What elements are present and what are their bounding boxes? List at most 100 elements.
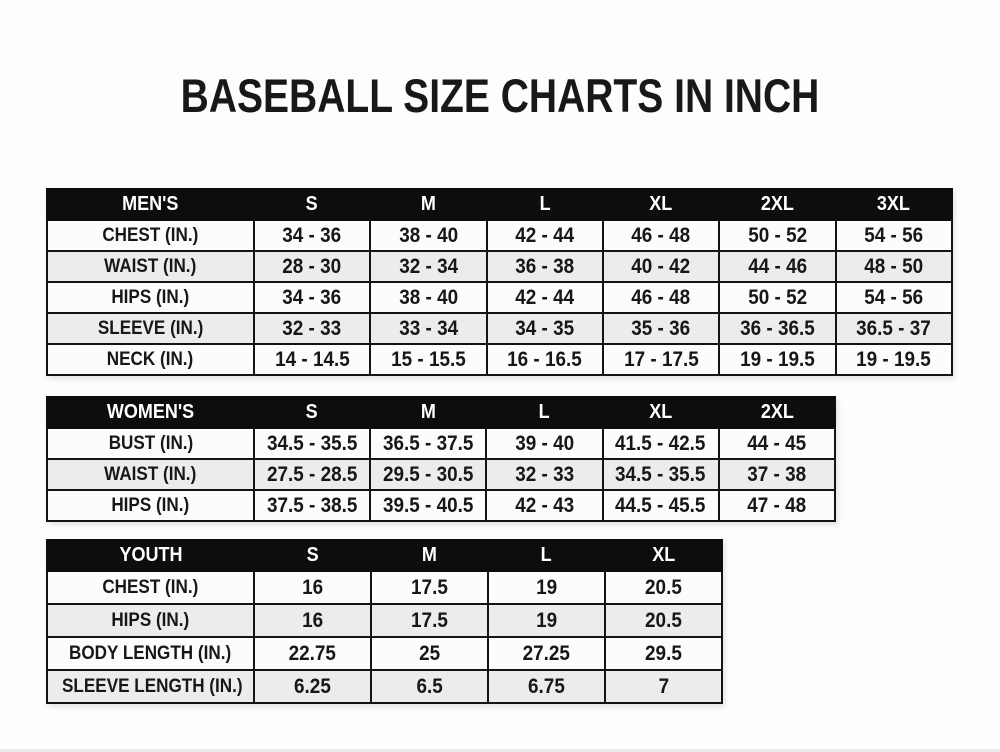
womens-section-label: WOMEN'S (46, 396, 255, 429)
size-value-cell: 19 (487, 603, 606, 638)
header-text: WOMEN'S (106, 401, 195, 423)
size-value-text: 34 - 36 (282, 285, 342, 309)
size-value-text: 38 - 40 (399, 285, 458, 309)
row-label: SLEEVE (IN.) (46, 312, 255, 345)
size-value-text: 25 (418, 641, 441, 665)
size-value-cell: 32 - 34 (369, 250, 488, 283)
size-value-text: 19 (535, 608, 558, 632)
size-value-cell: 48 - 50 (834, 250, 954, 283)
size-value-text: 42 - 44 (515, 223, 575, 247)
youth-measure-row: SLEEVE LENGTH (IN.) 6.25 6.5 6.75 7 (46, 669, 723, 704)
youth-size-table: YOUTH S M L XL CHEST (IN.) 16 17.5 19 20.5 HIPS (I… (46, 539, 723, 704)
size-value-text: 54 - 56 (864, 285, 924, 309)
row-label: HIPS (IN.) (46, 281, 255, 314)
youth-section-label: YOUTH (46, 539, 255, 572)
row-label: SLEEVE LENGTH (IN.) (46, 669, 255, 704)
youth-size-column-header: M (370, 539, 489, 572)
size-value-cell: 41.5 - 42.5 (601, 427, 720, 460)
size-value-text: 46 - 48 (631, 285, 691, 309)
size-value-cell: 29.5 - 30.5 (369, 458, 488, 491)
size-value-cell: 42 - 44 (485, 281, 604, 314)
size-value-text: 40 - 42 (631, 254, 691, 278)
size-value-text: 17.5 (411, 608, 448, 632)
size-value-text: 42 - 43 (515, 493, 574, 517)
mens-size-column-header: S (252, 188, 372, 221)
size-value-cell: 32 - 33 (485, 458, 604, 491)
page-title: BASEBALL SIZE CHARTS IN INCH (180, 69, 820, 122)
row-label-text: HIPS (IN.) (111, 609, 190, 631)
row-label-text: WAIST (IN.) (104, 255, 197, 277)
mens-size-column-header: M (369, 188, 488, 221)
size-value-text: 17 - 17.5 (623, 347, 699, 371)
row-label-text: NECK (IN.) (107, 348, 194, 370)
size-value-text: 19 (535, 575, 558, 599)
size-value-text: 16 - 16.5 (507, 347, 583, 371)
size-value-text: 34.5 - 35.5 (266, 431, 358, 455)
size-value-cell: 39 - 40 (485, 427, 604, 460)
size-value-cell: 42 - 43 (485, 489, 604, 522)
size-value-cell: 19 - 19.5 (718, 343, 837, 376)
size-value-text: 22.75 (288, 641, 337, 665)
womens-size-column-header: S (252, 396, 372, 429)
size-value-cell: 33 - 34 (369, 312, 488, 345)
size-value-text: 19 - 19.5 (740, 347, 815, 371)
row-label: CHEST (IN.) (46, 219, 255, 252)
photo-bottom-edge (0, 749, 1000, 752)
size-value-text: 27.5 - 28.5 (266, 462, 358, 486)
size-value-text: 16 (301, 608, 324, 632)
mens-measure-row: WAIST (IN.) 28 - 30 32 - 34 36 - 38 40 - 42 4… (46, 250, 954, 283)
size-value-cell: 36 - 38 (485, 250, 604, 283)
row-label: WAIST (IN.) (46, 250, 255, 283)
header-text: L (539, 193, 551, 215)
youth-size-column-header: L (487, 539, 606, 572)
row-label-text: CHEST (IN.) (102, 576, 199, 598)
mens-size-column-header: 3XL (834, 188, 954, 221)
size-value-cell: 50 - 52 (718, 219, 837, 252)
row-label: NECK (IN.) (46, 343, 255, 376)
size-value-cell: 39.5 - 40.5 (369, 489, 488, 522)
mens-size-column-header: 2XL (718, 188, 837, 221)
youth-measure-row: BODY LENGTH (IN.) 22.75 25 27.25 29.5 (46, 636, 723, 671)
size-value-text: 36 - 36.5 (740, 316, 815, 340)
youth-size-column-header: XL (604, 539, 723, 572)
row-label: HIPS (IN.) (46, 489, 255, 522)
size-value-cell: 16 - 16.5 (485, 343, 604, 376)
size-value-cell: 20.5 (604, 603, 723, 638)
size-value-text: 36 - 38 (515, 254, 575, 278)
size-value-cell: 36.5 - 37 (834, 312, 954, 345)
size-value-cell: 38 - 40 (369, 281, 488, 314)
header-text: L (538, 401, 550, 423)
size-value-text: 37 - 38 (747, 462, 807, 486)
size-value-text: 28 - 30 (282, 254, 342, 278)
size-value-cell: 46 - 48 (601, 219, 721, 252)
size-value-text: 47 - 48 (747, 493, 807, 517)
size-value-cell: 36.5 - 37.5 (369, 427, 488, 460)
size-value-cell: 35 - 36 (601, 312, 721, 345)
womens-size-column-header: L (485, 396, 604, 429)
row-label-text: WAIST (IN.) (104, 463, 197, 485)
size-value-text: 37.5 - 38.5 (266, 493, 358, 517)
size-value-text: 44.5 - 45.5 (615, 493, 706, 517)
size-value-text: 39 - 40 (515, 431, 574, 455)
row-label-text: SLEEVE (IN.) (97, 317, 204, 339)
header-text: S (306, 544, 319, 566)
size-value-cell: 50 - 52 (718, 281, 837, 314)
womens-size-column-header: 2XL (717, 396, 837, 429)
size-value-text: 32 - 33 (282, 316, 342, 340)
size-value-cell: 38 - 40 (369, 219, 488, 252)
mens-measure-row: CHEST (IN.) 34 - 36 38 - 40 42 - 44 46 - 48 5… (46, 219, 954, 252)
header-text: YOUTH (119, 544, 182, 566)
size-value-cell: 6.25 (253, 669, 372, 704)
mens-size-table: MEN'S S M L XL 2XL 3XL CHEST (IN.) 34 - 36 38 - 4… (46, 188, 954, 376)
size-value-cell: 28 - 30 (252, 250, 372, 283)
size-value-cell: 6.75 (487, 669, 606, 704)
youth-measure-row: HIPS (IN.) 16 17.5 19 20.5 (46, 603, 723, 638)
size-value-cell: 17.5 (370, 570, 489, 605)
size-value-text: 17.5 (411, 575, 448, 599)
size-value-text: 50 - 52 (748, 285, 807, 309)
size-value-text: 32 - 33 (515, 462, 574, 486)
header-text: M (421, 544, 437, 566)
womens-measure-row: WAIST (IN.) 27.5 - 28.5 29.5 - 30.5 32 - 33… (46, 458, 837, 491)
size-value-text: 15 - 15.5 (391, 347, 466, 371)
size-value-text: 34 - 36 (282, 223, 342, 247)
